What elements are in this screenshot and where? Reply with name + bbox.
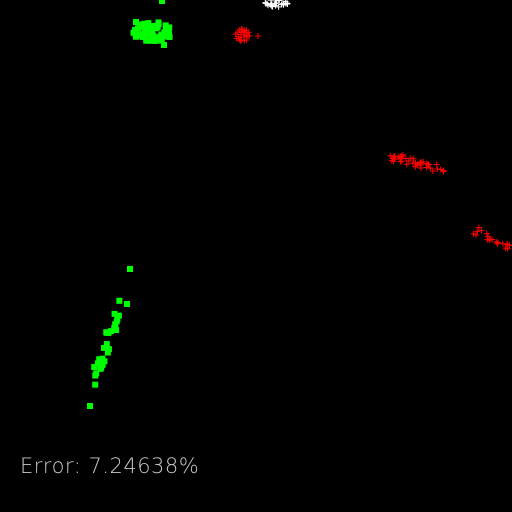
square-point: [115, 312, 122, 319]
square-point: [96, 356, 103, 363]
plus-point: [272, 0, 279, 3]
square-point: [166, 33, 173, 40]
square-point: [91, 364, 98, 371]
plus-point: [410, 155, 417, 162]
square-point: [158, 37, 165, 44]
plus-point: [473, 232, 480, 239]
plus-point: [502, 245, 509, 252]
square-point: [155, 36, 162, 43]
plus-point: [427, 165, 434, 172]
square-point: [97, 365, 104, 372]
square-point: [103, 341, 110, 348]
square-point: [92, 372, 99, 379]
plus-point: [499, 240, 506, 247]
square-point: [161, 29, 168, 36]
square-point: [142, 23, 149, 30]
plus-point: [238, 29, 245, 36]
square-point: [135, 25, 142, 32]
square-point: [166, 24, 173, 31]
square-point: [145, 20, 152, 27]
plus-point: [236, 36, 243, 43]
square-point: [132, 31, 139, 38]
square-point: [100, 344, 107, 351]
plus-point: [267, 1, 274, 8]
plus-point: [396, 155, 403, 162]
plus-point: [232, 31, 239, 38]
square-point: [104, 349, 111, 356]
plus-point: [437, 166, 444, 173]
plus-point: [494, 239, 501, 246]
plus-point: [504, 241, 511, 248]
square-point: [87, 403, 93, 409]
square-point: [133, 19, 139, 25]
square-point: [159, 0, 165, 4]
plus-point: [397, 155, 404, 162]
plus-point: [417, 161, 424, 168]
status-text: Error: 7.24638%: [20, 454, 199, 478]
square-point: [124, 301, 130, 307]
plus-point: [246, 32, 253, 39]
plus-point: [280, 0, 287, 7]
point-clusters: [87, 0, 512, 409]
plus-point: [275, 3, 282, 10]
plus-point: [390, 158, 397, 165]
plus-point: [470, 230, 477, 237]
plus-point: [423, 164, 430, 171]
plus-point: [271, 0, 278, 7]
plus-point: [403, 161, 410, 168]
square-point: [116, 297, 123, 304]
plus-point: [264, 0, 271, 7]
plus-point: [494, 240, 501, 247]
square-point: [143, 37, 150, 44]
plus-point: [243, 27, 250, 34]
plus-point: [278, 1, 285, 8]
square-point: [113, 318, 120, 325]
square-point: [161, 42, 167, 48]
square-point: [138, 32, 145, 39]
square-point: [99, 355, 106, 362]
square-point: [147, 34, 154, 41]
square-point: [155, 19, 162, 26]
plus-point: [255, 33, 261, 39]
plus-point: [241, 37, 248, 44]
square-point: [149, 28, 156, 35]
square-point: [146, 37, 153, 44]
square-point: [107, 328, 114, 335]
square-point: [127, 266, 133, 272]
plus-point: [478, 227, 485, 234]
square-point: [141, 20, 148, 27]
square-point: [92, 381, 99, 388]
plus-point: [429, 168, 436, 175]
square-point: [112, 324, 119, 331]
square-point: [111, 310, 118, 317]
square-point: [151, 37, 158, 44]
plus-point: [275, 0, 282, 4]
square-point: [105, 346, 112, 353]
square-point: [94, 360, 101, 367]
plus-point: [484, 236, 491, 243]
plus-point: [407, 155, 414, 162]
plus-point: [389, 155, 396, 162]
plus-point: [483, 230, 490, 237]
plus-point: [474, 228, 481, 235]
plus-point: [425, 161, 432, 168]
square-point: [162, 24, 169, 31]
plus-point: [433, 161, 440, 168]
plus-point: [399, 151, 406, 158]
square-point: [99, 362, 106, 369]
plus-point: [475, 224, 482, 231]
